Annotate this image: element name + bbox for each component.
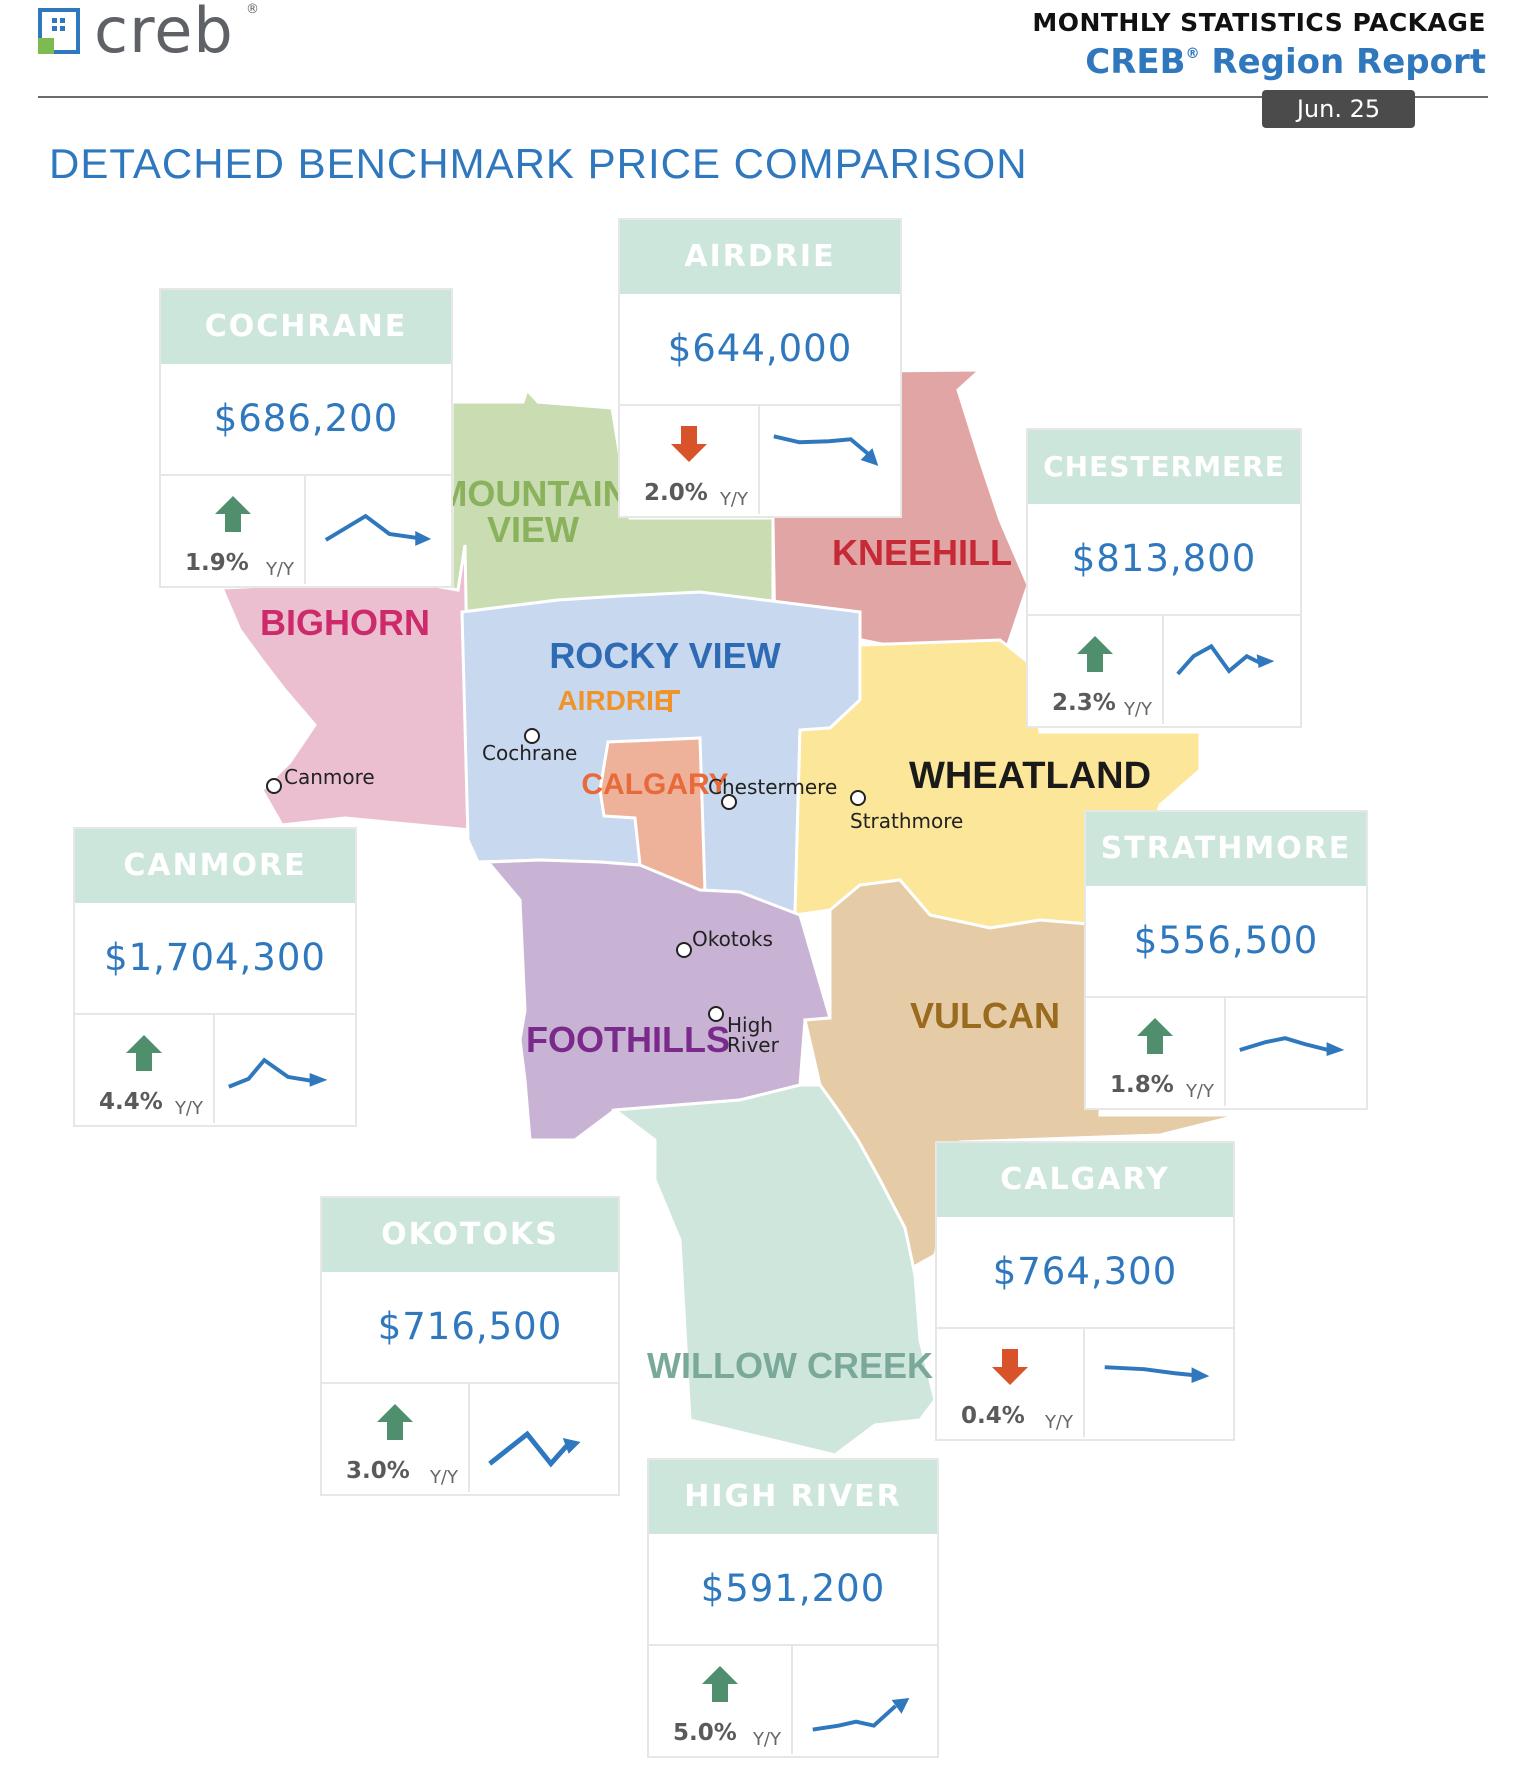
- town-dot-canmore: [266, 778, 282, 794]
- card-cochrane: COCHRANE $686,200 1.9% Y/Y: [159, 288, 453, 588]
- town-dot-strathmore: [850, 790, 866, 806]
- card-calgary-title: CALGARY: [937, 1143, 1233, 1217]
- card-chestermere-price: $813,800: [1028, 504, 1300, 616]
- map-label-airdrie: AIRDRIE: [557, 685, 672, 716]
- airdrie-marker-icon: [660, 690, 680, 712]
- card-cochrane-yy: Y/Y: [265, 559, 294, 580]
- card-okotoks: OKOTOKS $716,500 3.0% Y/Y: [320, 1196, 620, 1496]
- logo-registered-mark: ®: [246, 2, 259, 17]
- creb-logo-icon: [38, 8, 80, 54]
- map-label-willow-creek: WILLOW CREEK: [647, 1345, 933, 1386]
- card-airdrie-change: 2.0%: [644, 480, 708, 506]
- town-label-strathmore: Strathmore: [850, 809, 963, 833]
- region-willow-creek: [610, 1083, 937, 1457]
- card-okotoks-price: $716,500: [322, 1272, 618, 1384]
- map-label-foothills: FOOTHILLS: [526, 1019, 730, 1060]
- header-divider: [38, 96, 1488, 98]
- trend-sparkline: [812, 1698, 910, 1732]
- town-dot-okotoks: [676, 942, 692, 958]
- town-label-canmore: Canmore: [284, 765, 375, 789]
- card-airdrie-yy: Y/Y: [719, 489, 748, 510]
- page-title: DETACHED BENCHMARK PRICE COMPARISON: [49, 140, 1028, 187]
- up-arrow-icon: [1137, 1018, 1173, 1054]
- card-high-river: HIGH RIVER $591,200 5.0% Y/Y: [647, 1458, 939, 1758]
- down-arrow-icon: [992, 1349, 1028, 1385]
- card-high-river-price: $591,200: [649, 1534, 937, 1646]
- card-high-river-yy: Y/Y: [752, 1729, 781, 1750]
- card-high-river-change: 5.0%: [673, 1720, 737, 1746]
- trend-sparkline: [1176, 643, 1275, 676]
- town-label-high: High: [727, 1013, 773, 1037]
- trend-sparkline: [228, 1057, 328, 1089]
- map-label-vulcan: VULCAN: [910, 995, 1060, 1036]
- card-okotoks-change: 3.0%: [346, 1458, 410, 1484]
- up-arrow-icon: [377, 1404, 413, 1440]
- package-title: MONTHLY STATISTICS PACKAGE: [1032, 8, 1486, 37]
- card-canmore-title: CANMORE: [75, 829, 355, 903]
- card-chestermere-title: CHESTERMERE: [1028, 430, 1300, 504]
- card-canmore: CANMORE $1,704,300 4.4% Y/Y: [73, 827, 357, 1127]
- card-airdrie-title: AIRDRIE: [620, 220, 900, 294]
- map-label-view: VIEW: [487, 509, 579, 550]
- card-airdrie: AIRDRIE $644,000 2.0% Y/Y: [618, 218, 902, 518]
- card-chestermere-change: 2.3%: [1052, 690, 1116, 716]
- map-label-calgary: CALGARY: [581, 768, 728, 801]
- map-label-kneehill: KNEEHILL: [832, 532, 1012, 573]
- map-label-rocky-view: ROCKY VIEW: [549, 635, 780, 676]
- card-canmore-yy: Y/Y: [174, 1098, 203, 1119]
- town-dot-high-river: [708, 1006, 724, 1022]
- card-okotoks-title: OKOTOKS: [322, 1198, 618, 1272]
- card-okotoks-yy: Y/Y: [429, 1467, 458, 1488]
- card-airdrie-price: $644,000: [620, 294, 900, 406]
- card-calgary-change: 0.4%: [961, 1403, 1025, 1429]
- card-chestermere-yy: Y/Y: [1123, 699, 1152, 720]
- card-strathmore-change: 1.8%: [1110, 1072, 1174, 1098]
- card-strathmore: STRATHMORE $556,500 1.8% Y/Y: [1084, 810, 1368, 1110]
- map-label-bighorn: BIGHORN: [260, 602, 430, 643]
- up-arrow-icon: [702, 1666, 738, 1702]
- map-label-wheatland: WHEATLAND: [909, 755, 1151, 797]
- card-canmore-price: $1,704,300: [75, 903, 355, 1015]
- map-label-mountain: MOUNTAIN: [437, 473, 628, 514]
- card-calgary-yy: Y/Y: [1044, 1412, 1073, 1433]
- report-title: CREB® Region Report: [1085, 42, 1486, 82]
- card-high-river-title: HIGH RIVER: [649, 1460, 937, 1534]
- trend-sparkline: [773, 434, 879, 466]
- trend-sparkline: [324, 513, 432, 546]
- card-strathmore-yy: Y/Y: [1185, 1081, 1214, 1102]
- up-arrow-icon: [214, 496, 251, 532]
- card-calgary: CALGARY $764,300 0.4% Y/Y: [935, 1141, 1235, 1441]
- report-date-badge: Jun. 25: [1262, 90, 1415, 128]
- town-label-chestermere: Chestermere: [708, 775, 837, 799]
- town-label-okotoks: Okotoks: [692, 927, 773, 951]
- card-chestermere: CHESTERMERE $813,800 2.3% Y/Y: [1026, 428, 1302, 728]
- trend-sparkline: [1104, 1365, 1210, 1383]
- up-arrow-icon: [1077, 636, 1113, 672]
- up-arrow-icon: [126, 1035, 162, 1071]
- card-cochrane-title: COCHRANE: [161, 290, 451, 364]
- region-bighorn: [219, 544, 472, 832]
- town-dot-chestermere: [721, 794, 737, 810]
- town-dot-cochrane: [524, 728, 540, 744]
- trend-sparkline: [1239, 1036, 1345, 1056]
- town-label-cochrane: Cochrane: [482, 741, 577, 765]
- creb-logo-text: creb: [94, 0, 234, 67]
- card-calgary-price: $764,300: [937, 1217, 1233, 1329]
- trend-sparkline: [488, 1430, 581, 1468]
- card-strathmore-title: STRATHMORE: [1086, 812, 1366, 886]
- card-canmore-change: 4.4%: [99, 1089, 163, 1115]
- down-arrow-icon: [671, 426, 707, 462]
- card-cochrane-price: $686,200: [161, 364, 451, 476]
- town-label-river: River: [727, 1033, 780, 1057]
- card-cochrane-change: 1.9%: [185, 550, 249, 576]
- card-strathmore-price: $556,500: [1086, 886, 1366, 998]
